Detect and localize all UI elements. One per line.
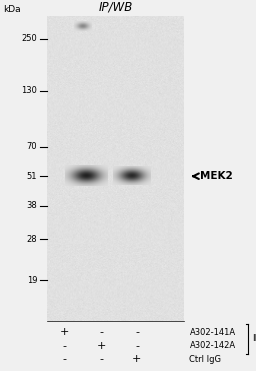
Text: 70: 70 bbox=[26, 142, 37, 151]
Text: -: - bbox=[99, 355, 103, 364]
Text: 130: 130 bbox=[21, 86, 37, 95]
Text: -: - bbox=[135, 327, 139, 337]
Text: -: - bbox=[62, 355, 66, 364]
Text: 28: 28 bbox=[26, 235, 37, 244]
Text: IP: IP bbox=[252, 334, 256, 344]
Text: +: + bbox=[132, 355, 142, 364]
Text: 250: 250 bbox=[21, 35, 37, 43]
Text: Ctrl IgG: Ctrl IgG bbox=[189, 355, 221, 364]
Text: kDa: kDa bbox=[3, 5, 20, 14]
Text: -: - bbox=[135, 341, 139, 351]
Text: -: - bbox=[62, 341, 66, 351]
Text: 19: 19 bbox=[27, 276, 37, 285]
Text: 51: 51 bbox=[27, 172, 37, 181]
Text: MEK2: MEK2 bbox=[200, 171, 232, 181]
Text: A302-141A: A302-141A bbox=[189, 328, 236, 336]
Text: -: - bbox=[99, 327, 103, 337]
Text: IP/WB: IP/WB bbox=[99, 0, 133, 13]
Text: 38: 38 bbox=[26, 201, 37, 210]
Text: A302-142A: A302-142A bbox=[189, 341, 236, 350]
Text: +: + bbox=[97, 341, 106, 351]
Text: +: + bbox=[59, 327, 69, 337]
